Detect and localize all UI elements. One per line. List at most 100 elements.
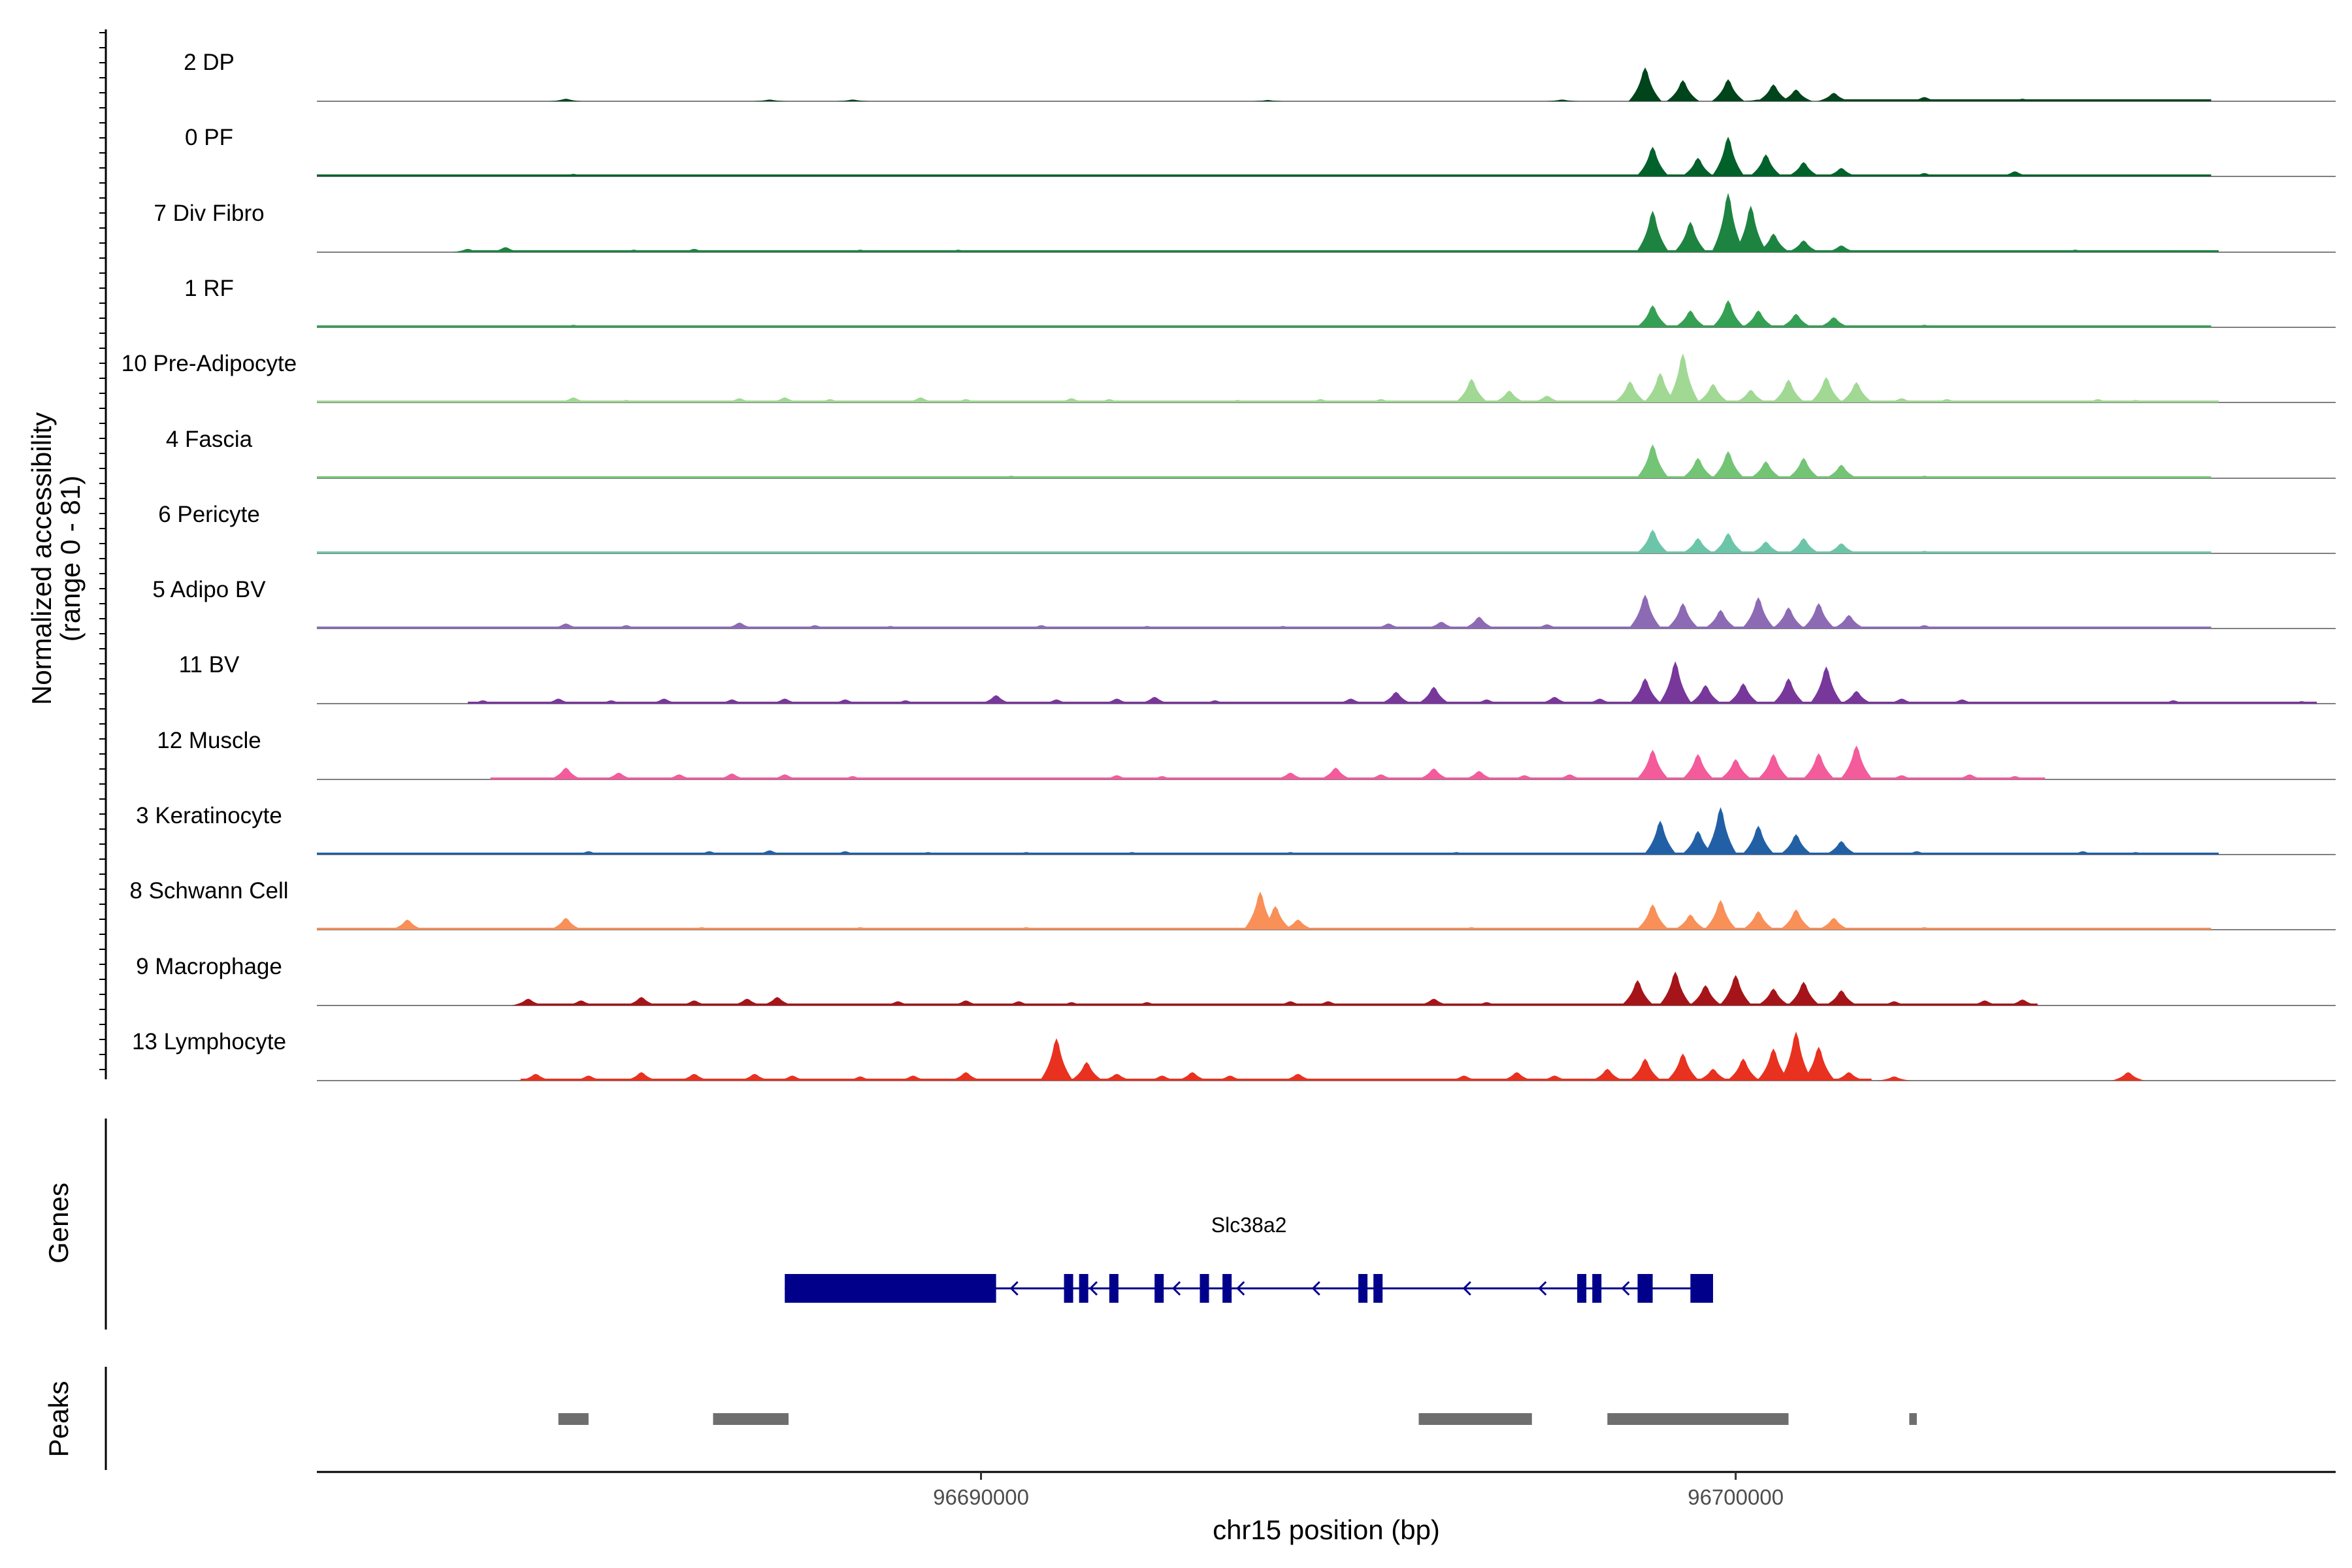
- accessibility-peak: [1100, 775, 1134, 779]
- accessibility-peak: [979, 551, 1013, 553]
- gene-exon: [1577, 1274, 1587, 1303]
- accessibility-peak: [753, 850, 787, 855]
- accessibility-peak: [1364, 399, 1398, 402]
- accessibility-peak: [1198, 700, 1232, 704]
- accessibility-peak: [1319, 767, 1352, 779]
- accessibility-peak: [1734, 205, 1768, 252]
- accessibility-peak: [1666, 80, 1700, 101]
- accessibility-peak: [1908, 551, 1941, 553]
- accessibility-peak: [1636, 904, 1670, 930]
- accessibility-peak: [1553, 774, 1586, 779]
- accessibility-peak: [1877, 99, 1911, 101]
- accessibility-peak: [1719, 975, 1753, 1005]
- accessibility-peak: [1470, 551, 1503, 553]
- gene-exon: [1637, 1274, 1653, 1303]
- accessibility-peak: [1779, 909, 1813, 930]
- accessibility-peak: [1500, 1072, 1534, 1081]
- accessibility-peak: [1726, 1058, 1760, 1081]
- accessibility-peak: [2081, 100, 2115, 101]
- accessibility-peak: [904, 397, 938, 402]
- accessibility-peak: [1281, 1073, 1315, 1081]
- accessibility-peak: [1492, 390, 1526, 402]
- accessibility-peak: [1024, 625, 1058, 629]
- accessibility-peak: [1613, 381, 1647, 402]
- accessibility-peak: [1371, 623, 1405, 629]
- accessibility-peak: [1636, 749, 1670, 779]
- accessibility-peak: [715, 773, 749, 779]
- x-tick-label: 96690000: [933, 1485, 1029, 1509]
- gene-exon: [1079, 1274, 1088, 1303]
- accessibility-peak: [1681, 457, 1715, 478]
- accessibility-peak: [678, 1000, 711, 1005]
- accessibility-peak: [1137, 696, 1171, 704]
- accessibility-peak: [1930, 399, 1964, 402]
- accessibility-peak: [1070, 1062, 1103, 1081]
- accessibility-peak: [2006, 999, 2040, 1005]
- accessibility-peak: [1009, 852, 1043, 855]
- accessibility-peak: [1432, 174, 1466, 176]
- track-8-schwann-cell: 8 Schwann Cell: [129, 878, 2336, 930]
- accessibility-peak: [1273, 772, 1307, 779]
- accessibility-peak: [595, 700, 628, 704]
- accessibility-peak: [1681, 157, 1715, 176]
- accessibility-peak: [1802, 1047, 1836, 1081]
- track-9-macrophage: 9 Macrophage: [136, 954, 2336, 1006]
- accessibility-peak: [1092, 399, 1126, 402]
- track-background-signal: [468, 250, 2219, 252]
- accessibility-peak: [1809, 377, 1843, 402]
- accessibility-peak: [1145, 476, 1179, 478]
- accessibility-peak: [1273, 852, 1307, 855]
- accessibility-peak: [1213, 1075, 1247, 1081]
- accessibility-peak: [1711, 137, 1745, 176]
- accessibility-peak: [1711, 532, 1745, 553]
- accessibility-peak: [489, 247, 523, 252]
- accessibility-peak: [1530, 624, 1564, 629]
- accessibility-peak: [1840, 691, 1873, 704]
- accessibility-peak: [1772, 380, 1805, 402]
- accessibility-peak: [1757, 1048, 1790, 1081]
- peak-region: [1418, 1413, 1532, 1425]
- accessibility-peak: [1681, 538, 1715, 553]
- accessibility-peak: [1643, 372, 1677, 402]
- accessibility-peak: [1757, 754, 1790, 779]
- accessibility-peak: [1100, 1073, 1134, 1081]
- accessibility-peak: [1998, 171, 2032, 176]
- accessibility-peak: [1704, 807, 1737, 855]
- accessibility-peak: [700, 325, 734, 327]
- accessibility-peak: [519, 1073, 553, 1081]
- accessibility-peak: [1787, 981, 1821, 1005]
- accessibility-peak: [625, 1072, 659, 1081]
- accessibility-peak: [678, 551, 711, 553]
- accessibility-peak: [1998, 776, 2032, 779]
- accessibility-peak: [2081, 399, 2115, 402]
- accessibility-peak: [1636, 444, 1670, 478]
- accessibility-peak: [1787, 161, 1821, 176]
- genes-panel-title: Genes: [43, 1183, 74, 1264]
- accessibility-peak: [557, 174, 591, 176]
- accessibility-peak: [1689, 985, 1722, 1005]
- peak-region: [1909, 1413, 1917, 1425]
- peak-region: [558, 1413, 589, 1425]
- accessibility-peak: [1802, 603, 1836, 629]
- accessibility-peak: [715, 174, 749, 176]
- accessibility-peak: [1885, 698, 1919, 704]
- accessibility-peak: [1462, 476, 1496, 478]
- accessibility-peak: [1462, 325, 1496, 327]
- accessibility-peak: [1681, 754, 1715, 779]
- accessibility-peak: [1364, 774, 1398, 779]
- track-4-fascia: 4 Fascia: [166, 427, 2336, 479]
- accessibility-peak: [949, 399, 983, 402]
- accessibility-peak: [678, 1073, 711, 1081]
- accessibility-peak: [881, 1001, 915, 1005]
- accessibility-peak: [2066, 851, 2100, 855]
- accessibility-peak: [572, 851, 606, 855]
- accessibility-peak: [1704, 900, 1737, 930]
- accessibility-peak: [557, 551, 591, 553]
- accessibility-peak: [1145, 776, 1179, 779]
- accessibility-peak: [1666, 1053, 1700, 1081]
- accessibility-peak: [557, 397, 591, 402]
- accessibility-peak: [1817, 917, 1851, 930]
- accessibility-peak: [1039, 699, 1073, 704]
- accessibility-peak: [760, 997, 794, 1005]
